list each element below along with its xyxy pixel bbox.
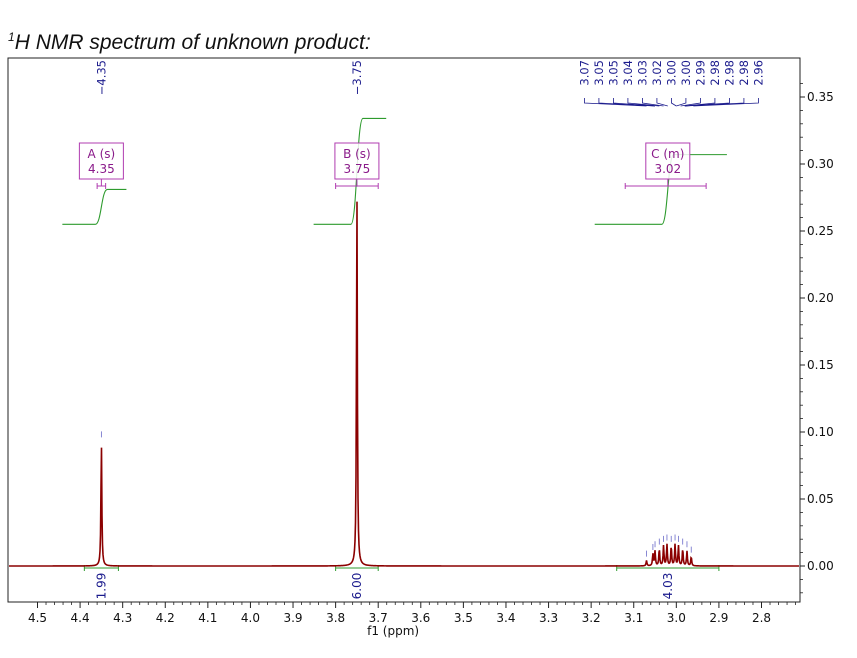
peak-label: 3.07: [577, 60, 591, 86]
integral-value: 6.00: [350, 573, 364, 600]
x-tick-label: 3.8: [326, 611, 345, 625]
x-tick-label: 3.6: [411, 611, 430, 625]
peak-label-leader: [584, 98, 647, 107]
multiplet-shift: 4.35: [88, 162, 115, 176]
peak-label-layer: −4.35 −3.75 3.07 3.05 3.05 3.04 3.03 3.02 3.00 3.…: [94, 60, 765, 107]
peak-label: 3.04: [621, 60, 635, 86]
peak-label-leader: [676, 98, 687, 107]
peak-label: 3.05: [606, 60, 620, 86]
integral-layer: 1.99 6.00 4.03: [62, 117, 727, 600]
multiplet-shift: 3.75: [344, 162, 371, 176]
multiplet-box-layer: A (s)4.35 B (s)3.75 C (m)3.02: [78, 142, 707, 189]
integral-value: 4.03: [661, 573, 675, 600]
peak-label: 3.00: [664, 60, 678, 86]
multiplet-name: B (s): [343, 147, 371, 161]
peak-label: 2.98: [737, 60, 751, 86]
x-tick-label: 3.7: [369, 611, 388, 625]
y-tick-label: 0.35: [807, 90, 834, 104]
x-tick-label: 4.4: [71, 611, 90, 625]
x-tick-label: 3.4: [496, 611, 515, 625]
x-tick-label: 4.2: [156, 611, 175, 625]
peak-label-leader: [680, 98, 701, 107]
multiplet-name: A (s): [88, 147, 116, 161]
chart-title: 1H NMR spectrum of unknown product:: [8, 30, 371, 55]
y-tick-label: 0.10: [807, 425, 834, 439]
multiplet-box: [78, 142, 124, 180]
title-superscript: 1: [8, 30, 15, 44]
x-tick-label: 3.5: [454, 611, 473, 625]
y-tick-label: 0.00: [807, 559, 834, 573]
x-tick-label: 4.0: [241, 611, 260, 625]
x-tick-label: 3.9: [283, 611, 302, 625]
x-tick-label: 2.8: [752, 611, 771, 625]
multiplet-box: [645, 142, 691, 180]
plot-frame: [7, 57, 801, 603]
y-tick-label: 0.05: [807, 492, 834, 506]
title-text: H NMR spectrum of unknown product:: [14, 31, 371, 54]
y-tick-label: 0.25: [807, 224, 834, 238]
peak-label-leader: [613, 98, 656, 107]
peak-label: −4.35: [94, 60, 108, 95]
x-axis-label: f1 (ppm): [367, 624, 419, 638]
x-tick-label: 4.1: [198, 611, 217, 625]
x-tick-label: 4.5: [28, 611, 47, 625]
multiplet-shift: 3.02: [654, 162, 681, 176]
integral-curve: [62, 188, 127, 225]
y-tick-label: 0.15: [807, 358, 834, 372]
spectrum-layer: [9, 180, 799, 567]
integral-value: 1.99: [94, 573, 108, 600]
peak-label: 2.99: [693, 60, 707, 86]
peak-label-leader: [642, 98, 664, 107]
peak-label: 2.98: [722, 60, 736, 86]
multiplet-name: C (m): [651, 147, 684, 161]
axes-layer: 4.5 4.4 4.3 4.2 4.1 4.0 3.9 3.8 3.7 3.6 3.5 3.4 3.3 3…: [7, 57, 834, 625]
peak-label: 3.02: [650, 60, 664, 86]
y-tick-label: 0.20: [807, 291, 834, 305]
x-tick-label: 3.0: [667, 611, 686, 625]
x-tick-label: 2.9: [709, 611, 728, 625]
spectrum-trace: [9, 201, 799, 567]
peak-label: 3.03: [635, 60, 649, 86]
peak-label-leader: [656, 98, 668, 107]
peak-label: 2.98: [708, 60, 722, 86]
x-tick-label: 3.2: [582, 611, 601, 625]
peak-label: 3.05: [592, 60, 606, 86]
peak-label: 3.00: [679, 60, 693, 86]
peak-label: 2.96: [751, 60, 765, 86]
x-tick-label: 4.3: [113, 611, 132, 625]
peak-label-leader: [693, 98, 759, 107]
peak-label-leader: [671, 98, 677, 107]
peak-label-leader: [627, 98, 660, 107]
x-tick-label: 3.3: [539, 611, 558, 625]
peak-label-leader: [684, 98, 745, 107]
peak-label: −3.75: [350, 60, 364, 95]
x-tick-label: 3.1: [624, 611, 643, 625]
y-tick-label: 0.30: [807, 157, 834, 171]
